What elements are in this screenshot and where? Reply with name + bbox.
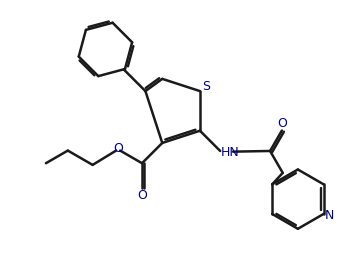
Text: O: O — [277, 117, 287, 130]
Text: N: N — [325, 209, 334, 222]
Text: S: S — [202, 80, 210, 93]
Text: O: O — [113, 142, 123, 155]
Text: O: O — [137, 189, 147, 202]
Text: HN: HN — [221, 146, 240, 159]
